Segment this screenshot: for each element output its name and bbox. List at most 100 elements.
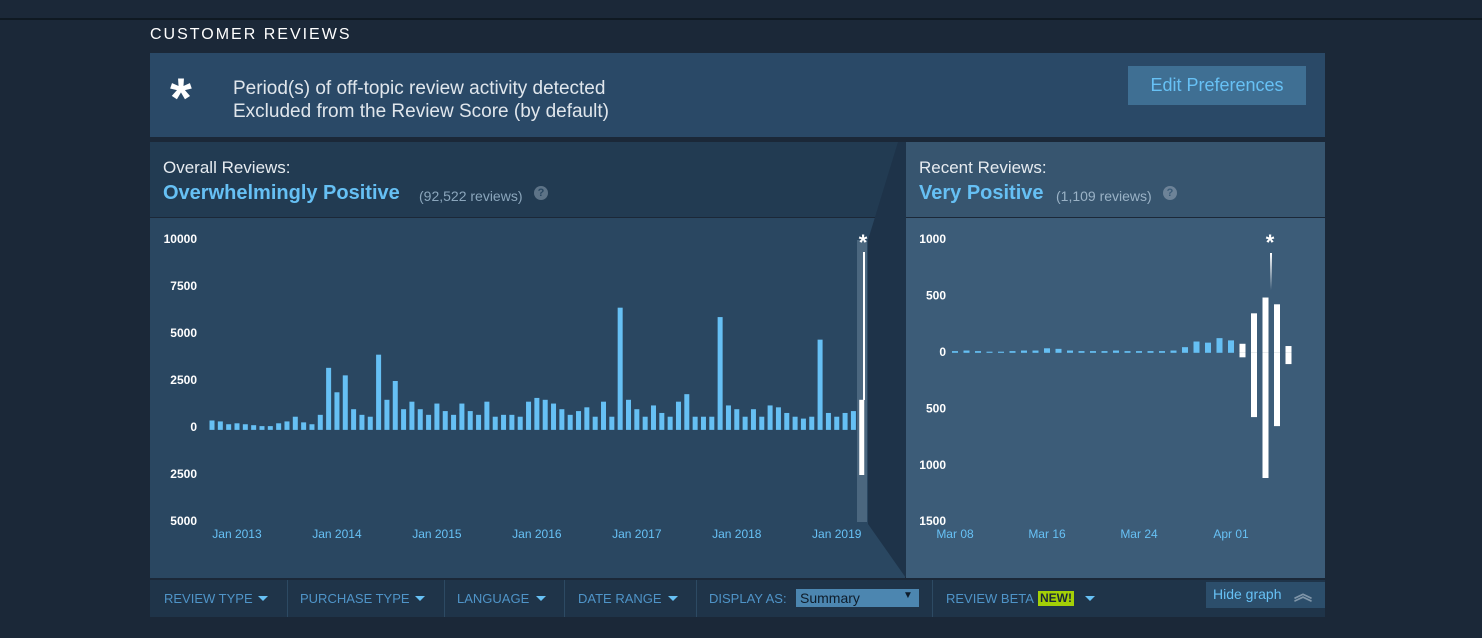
y-tick-label: 7500 (170, 279, 197, 293)
bar (767, 428, 773, 430)
bar (517, 428, 523, 430)
help-icon[interactable]: ? (534, 186, 548, 200)
overall-rating[interactable]: Overwhelmingly Positive (163, 182, 400, 204)
y-tick-label: 1000 (919, 458, 946, 472)
bar (700, 428, 706, 430)
bar (1147, 351, 1154, 353)
bar (434, 428, 440, 430)
filter[interactable]: REVIEW BETA (946, 591, 1034, 606)
filter-bar (150, 580, 1325, 617)
bar (1055, 348, 1062, 353)
bar (709, 416, 715, 428)
bar (609, 416, 615, 428)
bar (1228, 340, 1234, 353)
bar (576, 428, 582, 430)
x-tick-label: Jan 2017 (612, 527, 662, 541)
top-rule (0, 18, 1482, 20)
bar (1044, 348, 1050, 353)
bar (317, 428, 323, 430)
bar (650, 428, 656, 430)
edit-preferences-button[interactable]: Edit Preferences (1128, 66, 1306, 105)
bar (1262, 352, 1269, 479)
bar (759, 416, 765, 428)
bar (251, 425, 257, 428)
bar (1239, 352, 1246, 358)
recent-rating[interactable]: Very Positive (919, 182, 1044, 204)
bar (317, 414, 323, 428)
bar (217, 421, 223, 428)
bar (734, 409, 740, 428)
filter[interactable]: REVIEW TYPE (164, 591, 253, 606)
dropdown-arrow (668, 596, 678, 601)
bar (1182, 347, 1188, 353)
bar (451, 428, 457, 430)
bar (376, 428, 382, 430)
bar (709, 428, 715, 430)
overall-chart-bg (150, 218, 905, 578)
bar (834, 428, 840, 430)
bar (592, 428, 598, 430)
bar (226, 424, 232, 428)
bar (209, 420, 215, 428)
filter-label: DISPLAY AS: (709, 591, 787, 606)
bar (1101, 351, 1108, 353)
filter[interactable]: DATE RANGE (578, 591, 662, 606)
offtopic-highlight (857, 240, 867, 522)
bar (842, 412, 848, 428)
bar (592, 416, 598, 428)
bar (534, 428, 540, 430)
bar (1216, 338, 1223, 353)
bar (409, 401, 415, 428)
y-tick-label: 5000 (170, 514, 197, 528)
bar (492, 428, 498, 430)
bar (334, 392, 340, 428)
bar (717, 428, 723, 430)
bar (309, 428, 315, 430)
bar (476, 428, 482, 430)
bar (642, 416, 648, 428)
bar (526, 401, 532, 428)
bar (1205, 342, 1211, 353)
bar (725, 428, 731, 430)
bar (459, 403, 465, 428)
bar (392, 428, 398, 430)
bar (359, 428, 365, 430)
annotation: * (1266, 230, 1275, 255)
bar (534, 397, 540, 428)
bar (792, 416, 798, 428)
x-tick-label: Mar 08 (936, 527, 974, 541)
y-tick-label: 2500 (170, 467, 197, 481)
bar (963, 350, 970, 353)
y-tick-label: 5000 (170, 326, 197, 340)
bar (501, 428, 507, 430)
bar (626, 399, 631, 428)
bar (750, 409, 756, 428)
bar (259, 426, 265, 428)
bar (859, 428, 865, 475)
bar (576, 411, 582, 428)
bar (242, 428, 248, 430)
filter[interactable]: PURCHASE TYPE (300, 591, 410, 606)
bar (426, 428, 432, 430)
bar (684, 394, 690, 428)
display-value: Summary (800, 590, 860, 606)
bar (667, 428, 673, 430)
bar (675, 428, 681, 430)
bar (601, 401, 607, 428)
bar (650, 405, 656, 428)
bar (1170, 350, 1177, 353)
dropdown-arrow (1085, 596, 1095, 601)
bar (292, 428, 298, 430)
bar (1067, 350, 1073, 353)
help-icon[interactable]: ? (1163, 186, 1177, 200)
bar (775, 428, 781, 430)
annotation: * (859, 230, 868, 255)
display-select[interactable] (796, 589, 919, 607)
bar (834, 416, 840, 428)
filter[interactable]: LANGUAGE (457, 591, 530, 606)
annotation-line (1270, 253, 1272, 290)
hide-graph-button[interactable] (1206, 582, 1325, 608)
bar (284, 428, 290, 430)
bar (509, 414, 515, 428)
